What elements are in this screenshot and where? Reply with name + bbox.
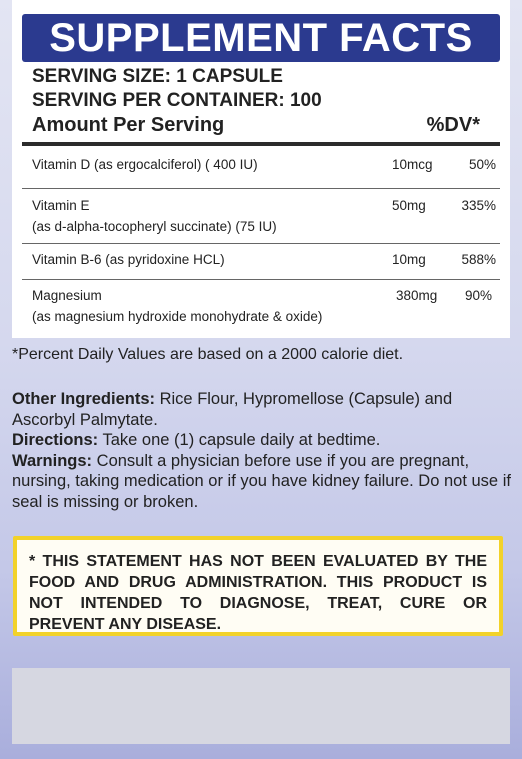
- divider: [22, 243, 500, 244]
- table-header: Amount Per Serving %DV*: [32, 114, 492, 140]
- fda-statement: * THIS STATEMENT HAS NOT BEEN EVALUATED …: [29, 553, 487, 633]
- nutrient-dv: 50%: [468, 157, 496, 172]
- bottom-band: [12, 668, 510, 744]
- page-title: SUPPLEMENT FACTS: [49, 16, 473, 60]
- nutrient-row: Vitamin D (as ergocalciferol) ( 400 IU) …: [32, 157, 502, 177]
- product-info: Other Ingredients: Rice Flour, Hypromell…: [12, 389, 512, 512]
- amount-per-serving-label: Amount Per Serving: [32, 114, 225, 136]
- warnings-label: Warnings:: [12, 451, 93, 470]
- dv-label: %DV*: [426, 114, 480, 136]
- nutrient-name: Magnesium: [32, 288, 102, 303]
- daily-value-footnote: *Percent Daily Values are based on a 200…: [12, 346, 404, 363]
- nutrient-amount: 50mg: [392, 198, 426, 213]
- divider: [22, 188, 500, 189]
- serving-size: SERVING SIZE: 1 CAPSULE: [32, 66, 283, 87]
- nutrient-amount: 380mg: [396, 288, 438, 303]
- title-bar: SUPPLEMENT FACTS: [22, 14, 500, 62]
- nutrient-dv: 90%: [464, 288, 492, 303]
- nutrient-name: Vitamin E: [32, 198, 90, 213]
- other-ingredients: Other Ingredients: Rice Flour, Hypromell…: [12, 389, 512, 430]
- nutrient-source: (as d-alpha-tocopheryl succinate) (75 IU…: [32, 219, 277, 234]
- directions: Directions: Take one (1) capsule daily a…: [12, 430, 512, 451]
- nutrient-row: Magnesium (as magnesium hydroxide monohy…: [32, 288, 502, 328]
- other-ingredients-label: Other Ingredients:: [12, 390, 156, 408]
- other-ingredients-text: Rice Flour, Hypromellose (Capsule) and A…: [12, 390, 453, 429]
- nutrient-amount: 10mcg: [392, 157, 433, 172]
- warnings: Warnings: Consult a physician before use…: [12, 451, 512, 513]
- servings-per-container: SERVING PER CONTAINER: 100: [32, 90, 322, 111]
- nutrient-dv: 588%: [461, 252, 496, 267]
- directions-text: Take one (1) capsule daily at bedtime.: [98, 431, 381, 449]
- fda-statement-box: * THIS STATEMENT HAS NOT BEEN EVALUATED …: [13, 536, 503, 636]
- directions-label: Directions:: [12, 431, 99, 449]
- nutrient-name: Vitamin D (as ergocalciferol) ( 400 IU): [32, 157, 258, 172]
- nutrient-amount: 10mg: [392, 252, 426, 267]
- nutrient-dv: 335%: [461, 198, 496, 213]
- nutrient-name: Vitamin B-6 (as pyridoxine HCL): [32, 252, 225, 267]
- nutrient-row: Vitamin E (as d-alpha-tocopheryl succina…: [32, 198, 502, 240]
- nutrient-row: Vitamin B-6 (as pyridoxine HCL) 10mg 588…: [32, 252, 502, 272]
- divider: [22, 279, 500, 280]
- nutrient-source: (as magnesium hydroxide monohydrate & ox…: [32, 309, 323, 324]
- divider-thick: [22, 142, 500, 146]
- warnings-text: Consult a physician before use if you ar…: [12, 451, 511, 511]
